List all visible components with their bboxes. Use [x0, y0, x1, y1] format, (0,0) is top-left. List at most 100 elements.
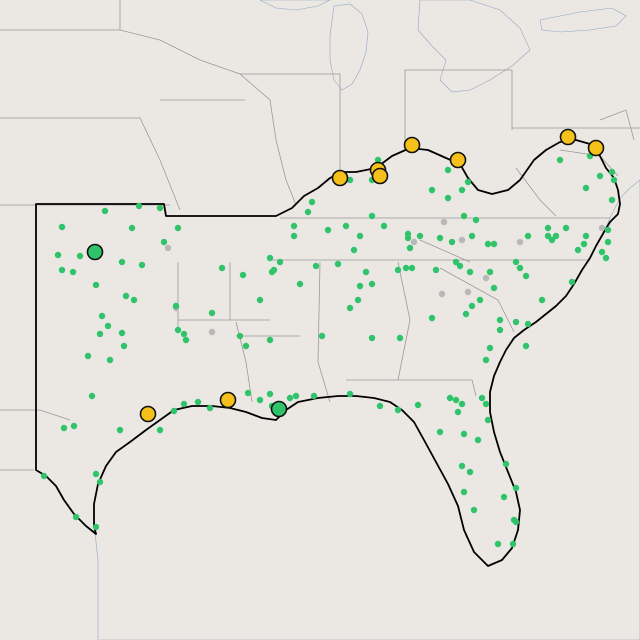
station-marker-small[interactable]: [310, 392, 318, 400]
station-marker-yellow[interactable]: [219, 391, 237, 409]
station-marker-small[interactable]: [118, 329, 126, 337]
station-marker-small[interactable]: [446, 394, 454, 402]
station-marker-small[interactable]: [92, 523, 100, 531]
station-marker-small[interactable]: [460, 430, 468, 438]
station-marker-small[interactable]: [346, 390, 354, 398]
station-marker-small[interactable]: [454, 408, 462, 416]
station-marker-gray[interactable]: [164, 244, 172, 252]
station-marker-small[interactable]: [160, 238, 168, 246]
station-marker-small[interactable]: [76, 252, 84, 260]
station-marker-small[interactable]: [368, 280, 376, 288]
station-marker-small[interactable]: [414, 401, 422, 409]
station-marker-small[interactable]: [88, 392, 96, 400]
station-marker-small[interactable]: [486, 268, 494, 276]
station-marker-small[interactable]: [524, 320, 532, 328]
station-marker-small[interactable]: [476, 296, 484, 304]
station-marker-small[interactable]: [60, 424, 68, 432]
station-marker-large-green[interactable]: [86, 243, 104, 261]
station-marker-small[interactable]: [96, 478, 104, 486]
station-marker-small[interactable]: [92, 470, 100, 478]
station-marker-small[interactable]: [58, 266, 66, 274]
station-marker-small[interactable]: [464, 178, 472, 186]
station-marker-gray[interactable]: [208, 328, 216, 336]
station-marker-small[interactable]: [396, 334, 404, 342]
station-marker-small[interactable]: [472, 216, 480, 224]
station-marker-small[interactable]: [356, 282, 364, 290]
station-marker-small[interactable]: [394, 406, 402, 414]
station-marker-small[interactable]: [266, 336, 274, 344]
station-marker-small[interactable]: [296, 280, 304, 288]
station-marker-small[interactable]: [128, 224, 136, 232]
station-marker-small[interactable]: [544, 224, 552, 232]
station-marker-small[interactable]: [490, 240, 498, 248]
station-marker-small[interactable]: [574, 246, 582, 254]
station-marker-small[interactable]: [256, 396, 264, 404]
station-marker-small[interactable]: [416, 232, 424, 240]
station-marker-small[interactable]: [156, 426, 164, 434]
station-marker-small[interactable]: [290, 222, 298, 230]
station-marker-small[interactable]: [452, 396, 460, 404]
station-marker-small[interactable]: [496, 316, 504, 324]
station-marker-small[interactable]: [334, 260, 342, 268]
station-marker-small[interactable]: [404, 234, 412, 242]
station-marker-small[interactable]: [374, 156, 382, 164]
station-marker-gray[interactable]: [440, 218, 448, 226]
station-marker-yellow[interactable]: [559, 128, 577, 146]
station-marker-small[interactable]: [342, 222, 350, 230]
station-marker-small[interactable]: [130, 296, 138, 304]
station-marker-small[interactable]: [484, 416, 492, 424]
station-marker-small[interactable]: [218, 264, 226, 272]
station-marker-small[interactable]: [460, 488, 468, 496]
station-marker-yellow[interactable]: [449, 151, 467, 169]
station-marker-small[interactable]: [494, 540, 502, 548]
station-marker-small[interactable]: [402, 264, 410, 272]
station-marker-small[interactable]: [304, 208, 312, 216]
station-marker-small[interactable]: [470, 506, 478, 514]
station-marker-large-green[interactable]: [270, 400, 288, 418]
station-marker-small[interactable]: [604, 238, 612, 246]
station-marker-small[interactable]: [270, 266, 278, 274]
station-marker-small[interactable]: [602, 254, 610, 262]
station-marker-small[interactable]: [556, 156, 564, 164]
station-marker-small[interactable]: [242, 342, 250, 350]
station-marker-small[interactable]: [456, 262, 464, 270]
station-marker-small[interactable]: [460, 212, 468, 220]
station-marker-small[interactable]: [174, 326, 182, 334]
station-marker-small[interactable]: [474, 436, 482, 444]
station-marker-small[interactable]: [462, 310, 470, 318]
station-marker-small[interactable]: [490, 284, 498, 292]
station-marker-small[interactable]: [466, 268, 474, 276]
station-marker-gray[interactable]: [598, 224, 606, 232]
station-marker-small[interactable]: [182, 336, 190, 344]
station-marker-small[interactable]: [538, 296, 546, 304]
station-marker-small[interactable]: [452, 258, 460, 266]
station-marker-small[interactable]: [170, 407, 178, 415]
station-marker-small[interactable]: [436, 428, 444, 436]
station-marker-small[interactable]: [500, 493, 508, 501]
station-marker-small[interactable]: [478, 394, 486, 402]
station-marker-small[interactable]: [482, 356, 490, 364]
station-marker-small[interactable]: [256, 296, 264, 304]
station-marker-small[interactable]: [104, 322, 112, 330]
station-marker-small[interactable]: [84, 352, 92, 360]
station-marker-small[interactable]: [356, 232, 364, 240]
station-marker-small[interactable]: [156, 204, 164, 212]
station-marker-small[interactable]: [40, 472, 48, 480]
station-marker-small[interactable]: [608, 196, 616, 204]
station-marker-small[interactable]: [286, 394, 294, 402]
station-marker-small[interactable]: [522, 272, 530, 280]
station-marker-small[interactable]: [468, 302, 476, 310]
station-marker-small[interactable]: [608, 168, 616, 176]
station-marker-gray[interactable]: [410, 238, 418, 246]
station-marker-small[interactable]: [484, 240, 492, 248]
station-marker-gray[interactable]: [482, 274, 490, 282]
station-marker-small[interactable]: [350, 246, 358, 254]
station-marker-small[interactable]: [98, 312, 106, 320]
station-marker-small[interactable]: [444, 166, 452, 174]
station-marker-small[interactable]: [308, 198, 316, 206]
station-marker-small[interactable]: [428, 186, 436, 194]
station-marker-small[interactable]: [598, 248, 606, 256]
station-marker-small[interactable]: [562, 224, 570, 232]
station-marker-small[interactable]: [394, 266, 402, 274]
